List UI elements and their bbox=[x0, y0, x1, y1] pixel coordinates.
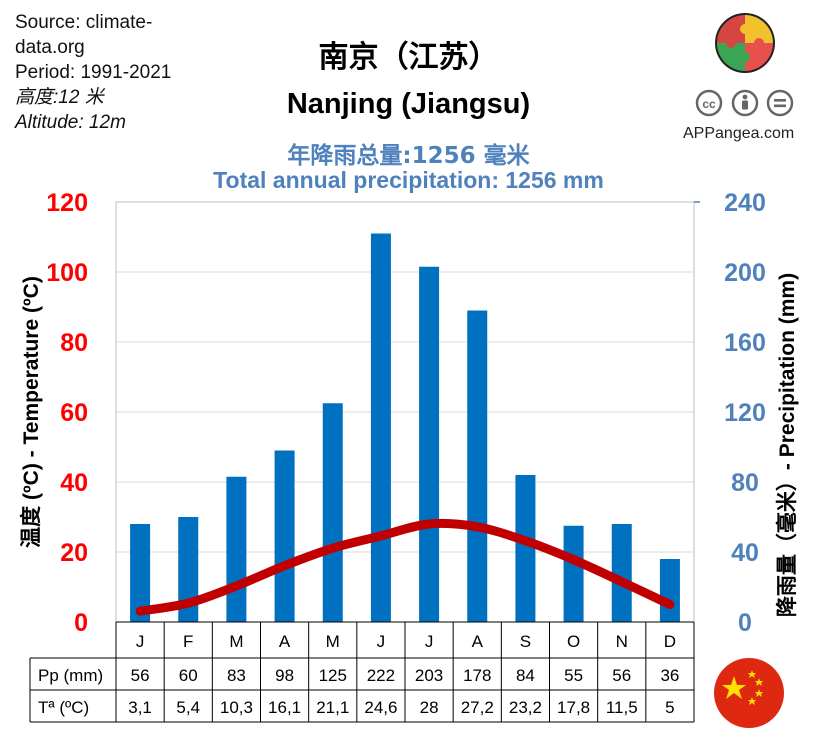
temp-cell: 17,8 bbox=[557, 698, 590, 717]
precip-bar bbox=[659, 559, 680, 622]
pp-cell: 84 bbox=[516, 666, 535, 685]
left-tick-label: 100 bbox=[46, 259, 88, 287]
chart-title-cn: 南京（江苏） bbox=[318, 40, 499, 75]
nd-icon bbox=[766, 89, 794, 117]
altitude-en-label: Altitude: 12m bbox=[15, 112, 126, 133]
temp-cell: 27,2 bbox=[461, 698, 494, 717]
pp-cell: 56 bbox=[612, 666, 631, 685]
source-line-1: Source: climate- bbox=[15, 12, 153, 33]
right-tick-label: 40 bbox=[731, 539, 759, 567]
month-label: M bbox=[326, 632, 340, 651]
temp-cell: 21,1 bbox=[316, 698, 349, 717]
annual-precip-en: Total annual precipitation: 1256 mm bbox=[213, 167, 604, 193]
month-label: F bbox=[183, 632, 193, 651]
month-label: J bbox=[136, 632, 145, 651]
temp-cell: 3,1 bbox=[128, 698, 152, 717]
precip-bar bbox=[226, 476, 247, 622]
temperature-line bbox=[135, 518, 675, 616]
right-axis-title: 降雨量（毫米）- Precipitation (mm) bbox=[775, 273, 799, 617]
cc-icon: cc bbox=[695, 89, 723, 117]
pp-cell: 98 bbox=[275, 666, 294, 685]
source-label: Source: climate- data.org Period: 1991-2… bbox=[15, 10, 171, 135]
right-tick-label: 160 bbox=[724, 329, 766, 357]
precip-bar bbox=[515, 475, 536, 622]
svg-text:cc: cc bbox=[702, 97, 716, 111]
temp-cell: 10,3 bbox=[220, 698, 253, 717]
precip-bar bbox=[274, 450, 295, 622]
month-label: O bbox=[567, 632, 580, 651]
pp-cell: 222 bbox=[367, 666, 395, 685]
precip-bar bbox=[322, 403, 343, 622]
right-tick-label: 80 bbox=[731, 469, 759, 497]
source-line-2: data.org bbox=[15, 37, 85, 58]
precip-bar bbox=[370, 233, 391, 622]
pp-cell: 203 bbox=[415, 666, 443, 685]
pp-cell: 56 bbox=[131, 666, 150, 685]
month-label: D bbox=[664, 632, 676, 651]
left-tick-label: 20 bbox=[60, 539, 88, 567]
altitude-cn-label: 高度:12 米 bbox=[15, 87, 104, 108]
left-tick-label: 60 bbox=[60, 399, 88, 427]
left-tick-label: 120 bbox=[46, 189, 88, 217]
right-tick-label: 0 bbox=[738, 609, 752, 637]
precip-bar bbox=[178, 517, 199, 622]
left-axis-title: 温度 (ºC) - Temperature (ºC) bbox=[19, 276, 43, 548]
pp-cell: 83 bbox=[227, 666, 246, 685]
temp-cell: 16,1 bbox=[268, 698, 301, 717]
license-icons: cc bbox=[695, 89, 794, 117]
site-link[interactable]: APPangea.com bbox=[683, 125, 795, 142]
temp-cell: 5 bbox=[665, 698, 674, 717]
month-label: A bbox=[472, 632, 484, 651]
temp-cell: 5,4 bbox=[176, 698, 200, 717]
pp-cell: 60 bbox=[179, 666, 198, 685]
precip-bar bbox=[611, 524, 632, 622]
precip-bar bbox=[467, 310, 488, 622]
month-label: A bbox=[279, 632, 291, 651]
by-icon bbox=[731, 89, 759, 117]
precip-bar bbox=[419, 266, 440, 622]
pp-cell: 178 bbox=[463, 666, 491, 685]
temp-cell: 28 bbox=[420, 698, 439, 717]
right-tick-label: 120 bbox=[724, 399, 766, 427]
temp-cell: 24,6 bbox=[364, 698, 397, 717]
china-flag-icon bbox=[714, 658, 784, 728]
period-label: Period: 1991-2021 bbox=[15, 62, 172, 83]
month-label: S bbox=[520, 632, 531, 651]
right-tick-label: 240 bbox=[724, 189, 766, 217]
month-label: J bbox=[425, 632, 434, 651]
temp-cell: 23,2 bbox=[509, 698, 542, 717]
row-label-pp: Pp (mm) bbox=[38, 666, 103, 685]
precip-bar bbox=[130, 524, 151, 622]
left-tick-label: 0 bbox=[74, 609, 88, 637]
left-tick-label: 80 bbox=[60, 329, 88, 357]
pp-cell: 55 bbox=[564, 666, 583, 685]
left-tick-label: 40 bbox=[60, 469, 88, 497]
pp-cell: 36 bbox=[660, 666, 679, 685]
month-label: M bbox=[229, 632, 243, 651]
row-label-temp: Tª (ºC) bbox=[38, 698, 89, 717]
month-label: N bbox=[616, 632, 628, 651]
month-label: J bbox=[377, 632, 386, 651]
temp-cell: 11,5 bbox=[606, 698, 638, 717]
precip-bar bbox=[563, 525, 584, 622]
right-tick-label: 200 bbox=[724, 259, 766, 287]
chart-title-en: Nanjing (Jiangsu) bbox=[286, 88, 531, 120]
pp-cell: 125 bbox=[319, 666, 347, 685]
puzzle-logo-icon bbox=[715, 13, 775, 73]
annual-precip-cn: 年降雨总量:1256 毫米 bbox=[287, 143, 530, 169]
